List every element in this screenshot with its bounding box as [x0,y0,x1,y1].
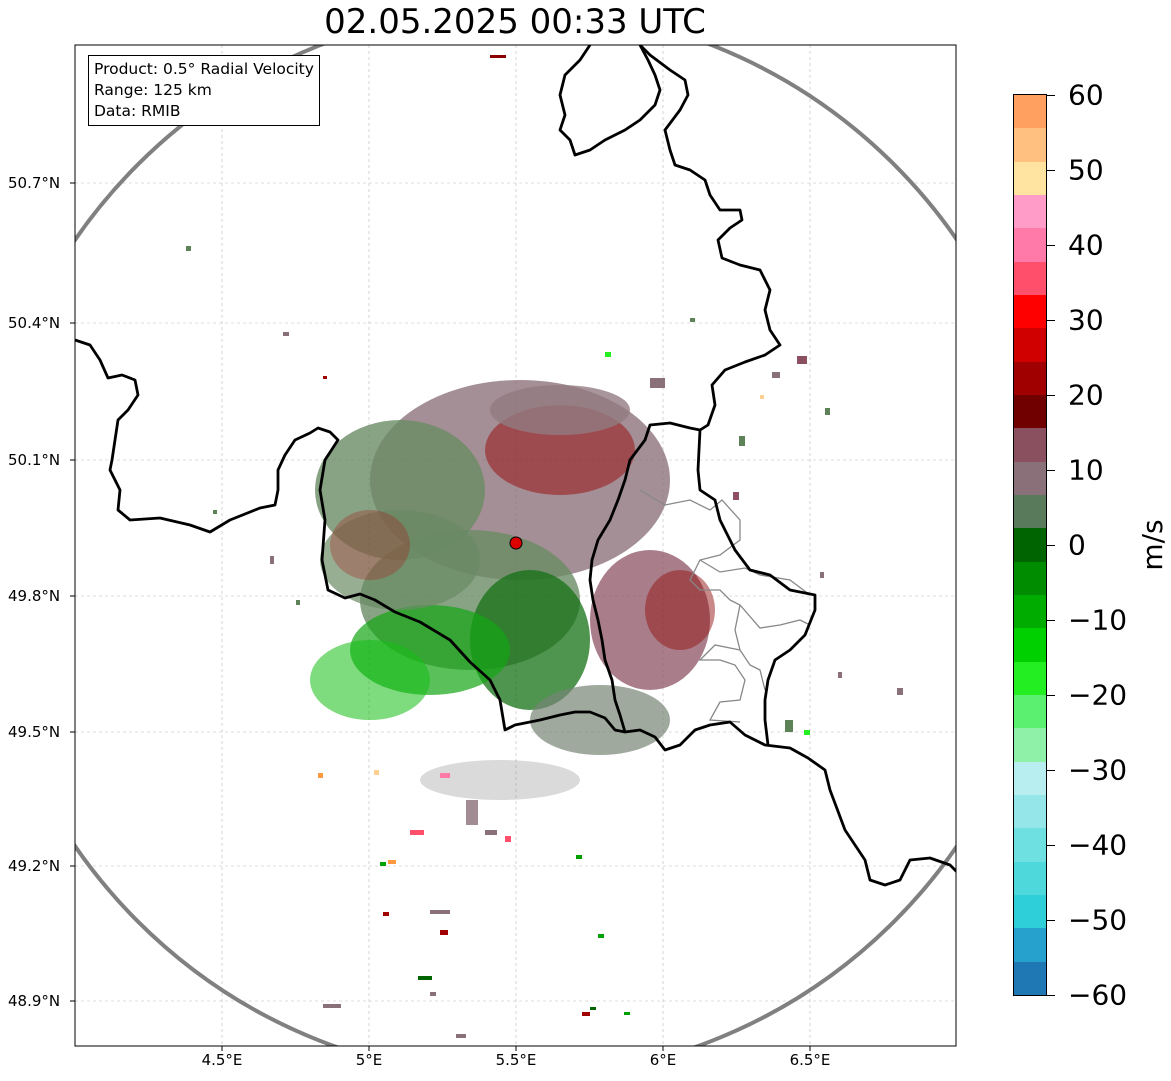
colorbar-tick [1047,845,1055,846]
colorbar-segment [1014,361,1046,395]
colorbar-unit-label: m/s [1136,519,1170,571]
colorbar-segment [1014,194,1046,229]
lat-label: 50.1°N [8,451,61,469]
radar-echoes [310,380,715,800]
colorbar-tick [1047,545,1055,546]
lat-label: 49.2°N [8,857,61,875]
colorbar-segment [1014,927,1046,962]
colorbar-tick [1047,245,1055,246]
colorbar-tick-label: −30 [1068,753,1128,787]
colorbar-segment [1014,427,1046,462]
colorbar-tick-label: −20 [1068,678,1128,712]
colorbar-segment [1014,327,1046,362]
colorbar-tick [1047,695,1055,696]
colorbar-tick [1047,320,1055,321]
colorbar-tick [1047,470,1055,471]
colorbar-segment [1014,527,1046,562]
colorbar-segment [1014,294,1046,329]
colorbar-segment [1014,627,1046,662]
colorbar-segment [1014,95,1046,129]
lon-label: 6.5°E [789,1051,831,1069]
colorbar-segment [1014,461,1046,495]
colorbar-segment [1014,394,1046,429]
colorbar-segment [1014,227,1046,262]
colorbar-segment [1014,661,1046,695]
colorbar-tick [1047,95,1055,96]
colorbar-segment [1014,827,1046,862]
lon-label: 6°E [649,1051,677,1069]
colorbar-tick-label: 30 [1068,303,1104,337]
velocity-colorbar [1013,94,1047,996]
info-range: Range: 125 km [94,81,212,99]
info-data-source: Data: RMIB [94,102,181,120]
colorbar-tick-label: 10 [1068,453,1104,487]
colorbar-tick-label: −10 [1068,603,1128,637]
info-product: Product: 0.5° Radial Velocity [94,60,314,78]
colorbar-tick-label: 60 [1068,78,1104,112]
colorbar-segment [1014,727,1046,762]
colorbar-segment [1014,961,1046,995]
colorbar-tick [1047,395,1055,396]
colorbar-segment [1014,861,1046,895]
colorbar-tick-label: −50 [1068,903,1128,937]
national-borders [75,45,956,887]
lon-label: 5.5°E [495,1051,537,1069]
colorbar-segment [1014,561,1046,595]
colorbar-tick-label: −40 [1068,828,1128,862]
lat-label: 49.5°N [8,723,61,741]
colorbar-segment [1014,694,1046,729]
radar-site-marker [509,536,523,550]
lat-label: 50.4°N [8,314,61,332]
colorbar-tick [1047,170,1055,171]
colorbar-segment [1014,594,1046,629]
axis-ticks [70,182,811,1051]
colorbar-tick [1047,920,1055,921]
lon-label: 4.5°E [201,1051,243,1069]
colorbar-segment [1014,261,1046,295]
colorbar-segment [1014,761,1046,795]
colorbar-tick-label: 50 [1068,153,1104,187]
colorbar-tick-label: 20 [1068,378,1104,412]
radar-speckles [186,55,903,1038]
colorbar-tick [1047,770,1055,771]
colorbar-segment [1014,127,1046,162]
colorbar-tick [1047,995,1055,996]
lat-label: 48.9°N [8,992,61,1010]
colorbar-segment [1014,894,1046,929]
colorbar-segment [1014,494,1046,529]
lon-label: 5°E [355,1051,383,1069]
colorbar-tick-label: 0 [1068,528,1086,562]
colorbar-tick-label: 40 [1068,228,1104,262]
colorbar-segment [1014,161,1046,195]
lat-label: 50.7°N [8,174,61,192]
info-box: Product: 0.5° Radial Velocity Range: 125… [88,55,320,126]
colorbar-tick-label: −60 [1068,978,1128,1012]
colorbar-tick [1047,620,1055,621]
lat-label: 49.8°N [8,587,61,605]
map-title: 02.05.2025 00:33 UTC [324,2,706,42]
colorbar-segment [1014,794,1046,829]
